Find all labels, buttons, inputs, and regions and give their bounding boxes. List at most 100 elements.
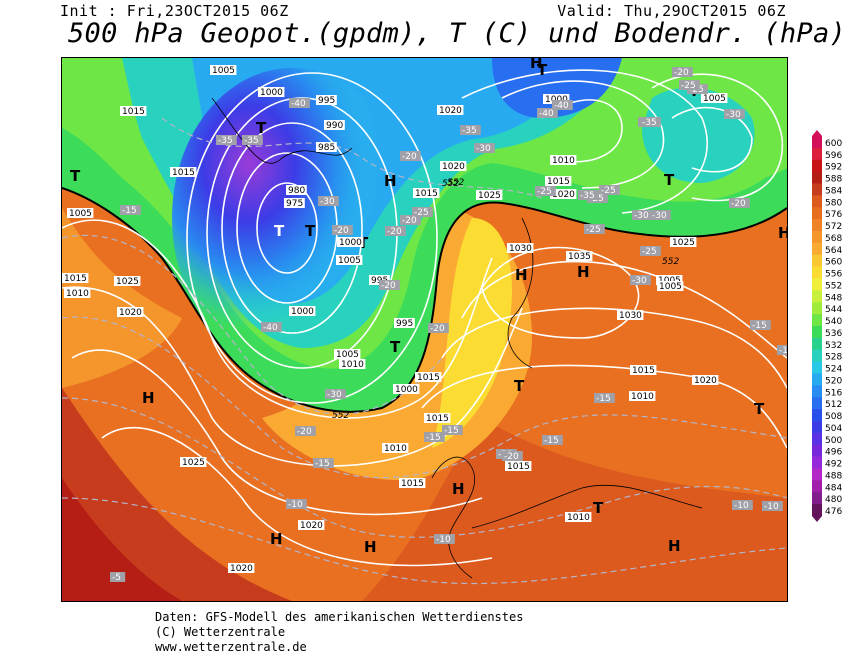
legend-swatch xyxy=(812,468,822,481)
svg-text:1000: 1000 xyxy=(260,88,283,98)
svg-text:-20: -20 xyxy=(402,152,417,162)
field-hot xyxy=(62,388,292,601)
pressure-label: 975 xyxy=(284,198,305,209)
temperature-label: -10 xyxy=(732,500,753,511)
svg-text:-30: -30 xyxy=(634,211,649,221)
pressure-label: 995 xyxy=(316,95,337,106)
low-marker: T xyxy=(256,119,267,137)
high-marker: H xyxy=(270,530,283,548)
svg-text:-10: -10 xyxy=(764,502,779,512)
footer-url[interactable]: www.wetterzentrale.de xyxy=(155,640,307,654)
temperature-label: -20 xyxy=(332,225,353,236)
temperature-label: -10 xyxy=(762,501,783,512)
svg-text:-30: -30 xyxy=(320,197,335,207)
svg-text:-10: -10 xyxy=(436,535,451,545)
valid-time: Valid: Thu,29OCT2015 06Z xyxy=(557,2,786,20)
low-marker: T xyxy=(70,167,81,185)
legend-swatch xyxy=(812,385,822,398)
pressure-label: 1035 xyxy=(566,251,593,262)
init-time: Init : Fri,23OCT2015 06Z xyxy=(60,2,289,20)
legend-label: 484 xyxy=(825,483,842,493)
legend-label: 556 xyxy=(825,270,842,280)
pressure-label: 1020 xyxy=(550,189,577,200)
pressure-label: 1005 xyxy=(210,65,237,76)
isotherms xyxy=(62,117,787,585)
legend-swatch xyxy=(812,504,822,517)
svg-text:1000: 1000 xyxy=(339,238,362,248)
legend-label: 568 xyxy=(825,234,842,244)
svg-text:-20: -20 xyxy=(430,324,445,334)
pressure-label: 1000 xyxy=(393,384,420,395)
pressure-label: 1020 xyxy=(437,105,464,116)
svg-text:980: 980 xyxy=(288,186,305,196)
svg-text:-40: -40 xyxy=(263,323,278,333)
legend-swatch xyxy=(812,290,822,303)
legend-swatch xyxy=(812,278,822,291)
svg-text:1020: 1020 xyxy=(552,190,575,200)
svg-text:-30: -30 xyxy=(327,390,342,400)
temperature-label: -30 xyxy=(724,109,745,120)
svg-text:1010: 1010 xyxy=(66,289,89,299)
svg-text:1000: 1000 xyxy=(395,385,418,395)
low-marker: T xyxy=(664,171,675,189)
svg-text:-35: -35 xyxy=(244,136,259,146)
svg-text:1005: 1005 xyxy=(212,66,235,76)
footer-data-source: Daten: GFS-Modell des amerikanischen Wet… xyxy=(155,610,524,624)
pressure-label: 1015 xyxy=(120,106,147,117)
high-marker: H xyxy=(452,480,465,498)
temperature-label: -15 xyxy=(777,345,787,356)
temperature-label: -30 xyxy=(325,389,346,400)
svg-text:-15: -15 xyxy=(444,426,459,436)
svg-text:1015: 1015 xyxy=(507,462,530,472)
legend-label: 476 xyxy=(825,507,842,517)
pressure-label: 995 xyxy=(394,318,415,329)
pressure-label: 1020 xyxy=(692,375,719,386)
svg-text:1020: 1020 xyxy=(300,521,323,531)
svg-text:-15: -15 xyxy=(544,436,559,446)
svg-text:1025: 1025 xyxy=(478,191,501,201)
temperature-label: -40 xyxy=(537,108,558,119)
pressure-label: 1020 xyxy=(298,520,325,531)
high-marker: H xyxy=(577,263,590,281)
svg-text:1015: 1015 xyxy=(426,414,449,424)
legend-swatch xyxy=(812,432,822,446)
svg-text:-40: -40 xyxy=(539,109,554,119)
temperature-label: -15 xyxy=(313,458,334,469)
legend-label: 480 xyxy=(825,495,842,505)
svg-text:-40: -40 xyxy=(291,99,306,109)
high-marker: H xyxy=(142,389,155,407)
weather-map: H H H H H H H H H H T T T T T T T T T T … xyxy=(61,57,788,602)
svg-text:-40: -40 xyxy=(554,101,569,111)
svg-text:-30: -30 xyxy=(476,144,491,154)
temperature-label: -20 xyxy=(400,215,421,226)
height-label-552: 552 xyxy=(662,257,679,267)
svg-text:1020: 1020 xyxy=(230,564,253,574)
low-marker: T xyxy=(514,377,525,395)
svg-text:990: 990 xyxy=(326,121,343,131)
svg-text:1020: 1020 xyxy=(439,106,462,116)
svg-text:-20: -20 xyxy=(334,226,349,236)
svg-text:1010: 1010 xyxy=(341,360,364,370)
pressure-label: 1020 xyxy=(117,307,144,318)
pressure-label: 1005 xyxy=(67,208,94,219)
temperature-label: -35 xyxy=(640,117,661,128)
svg-text:-20: -20 xyxy=(297,427,312,437)
pressure-label: 1025 xyxy=(476,190,503,201)
svg-text:1015: 1015 xyxy=(547,177,570,187)
pressure-label: 1015 xyxy=(424,413,451,424)
height-label-552: 552 xyxy=(442,179,459,189)
svg-text:1020: 1020 xyxy=(442,162,465,172)
height-label-552: 552 xyxy=(332,411,349,421)
temperature-label: -40 xyxy=(261,322,282,333)
pressure-label: 980 xyxy=(286,185,307,196)
temperature-label: -15 xyxy=(120,205,141,216)
svg-text:1020: 1020 xyxy=(694,376,717,386)
svg-text:-25: -25 xyxy=(601,186,616,196)
svg-text:1005: 1005 xyxy=(338,256,361,266)
pressure-label: 1020 xyxy=(228,563,255,574)
chart-title: 500 hPa Geopot.(gpdm), T (C) und Bodendr… xyxy=(68,18,847,49)
svg-text:-15: -15 xyxy=(426,433,441,443)
legend-label: 488 xyxy=(825,471,842,481)
temperature-label: -15 xyxy=(542,435,563,446)
temperature-label: -35 xyxy=(242,135,263,146)
